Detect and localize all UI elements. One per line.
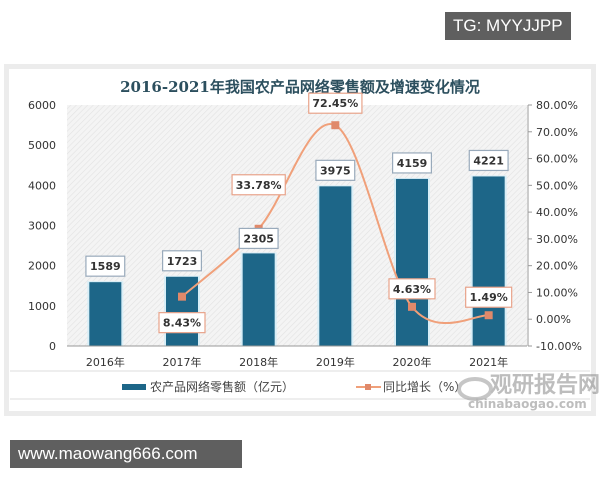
top-watermark: TG: MYYJJPP (445, 12, 571, 40)
growth-marker (484, 311, 493, 320)
growth-marker (408, 302, 416, 311)
y-left-tick-label: 4000 (28, 179, 56, 192)
x-tick-label: 2018年 (239, 355, 278, 369)
growth-data-label-box (308, 92, 363, 114)
y-right-tick-label: 70.00% (536, 126, 578, 139)
bar (89, 282, 122, 346)
y-right-tick-label: -10.00% (536, 340, 582, 353)
bar (319, 186, 352, 346)
bottom-watermark: www.maowang666.com (10, 440, 242, 468)
growth-data-label: 72.45% (312, 97, 358, 110)
y-right-tick-label: 60.00% (536, 153, 578, 166)
y-left-tick-label: 0 (49, 340, 56, 353)
logo-cn: 观研报告网 (490, 373, 600, 398)
bar-data-label-box (238, 227, 279, 250)
bar (242, 253, 275, 346)
bar (396, 178, 428, 346)
growth-data-label: 33.78% (236, 179, 282, 192)
growth-data-label: 1.49% (470, 291, 508, 304)
bar-data-label: 2305 (243, 232, 274, 245)
y-left-tick-label: 1000 (28, 300, 56, 313)
x-tick-label: 2020年 (393, 355, 432, 369)
growth-data-label-box (158, 312, 206, 334)
legend-bar-swatch (122, 384, 146, 390)
growth-data-label: 4.63% (393, 283, 431, 296)
y-left-tick-label: 6000 (28, 99, 56, 112)
logo-en: chinabaogao.com (468, 397, 587, 411)
growth-data-label-box (465, 286, 513, 308)
bar (472, 176, 505, 346)
logo-watermark: 观研报告网 chinabaogao.com (457, 373, 600, 411)
bar-data-label-box (162, 250, 203, 272)
y-left-tick-label: 5000 (28, 139, 56, 152)
y-left-tick-label: 3000 (28, 220, 56, 233)
y-right-tick-label: 10.00% (536, 286, 578, 299)
legend-line-label: 同比增长（%） (383, 380, 466, 394)
growth-data-label: 8.43% (163, 317, 201, 330)
bar-data-label: 3975 (320, 164, 351, 177)
y-right-tick-label: 50.00% (536, 179, 578, 192)
y-right-tick-label: 40.00% (536, 206, 578, 219)
x-tick-label: 2021年 (469, 355, 508, 369)
bar-data-label: 1589 (90, 260, 121, 273)
growth-data-label-box (388, 278, 436, 300)
bar-data-label: 4159 (397, 157, 428, 170)
growth-data-label-box (231, 174, 286, 196)
bar-data-label: 4221 (473, 154, 504, 167)
legend-line-marker (365, 384, 371, 390)
x-tick-label: 2016年 (86, 355, 125, 369)
bar-data-label: 1723 (167, 255, 198, 268)
y-right-tick-label: 80.00% (536, 99, 578, 112)
bar-data-label-box (315, 159, 356, 181)
chart-title: 2016-2021年我国农产品网络零售额及增速变化情况 (120, 78, 480, 96)
bar-data-label-box (468, 149, 509, 172)
growth-marker (331, 121, 340, 130)
growth-marker (178, 292, 186, 301)
y-right-tick-label: 20.00% (536, 260, 578, 273)
y-right-tick-label: 0.00% (536, 313, 571, 326)
x-tick-label: 2019年 (316, 355, 355, 369)
plot-area (67, 105, 527, 346)
bar-data-label-box (85, 255, 126, 277)
x-tick-label: 2017年 (163, 355, 202, 369)
y-left-tick-label: 2000 (28, 260, 56, 273)
bar-data-label-box (392, 152, 433, 174)
legend-bar-label: 农产品网络零售额（亿元） (150, 379, 294, 394)
y-right-tick-label: 30.00% (536, 233, 578, 246)
